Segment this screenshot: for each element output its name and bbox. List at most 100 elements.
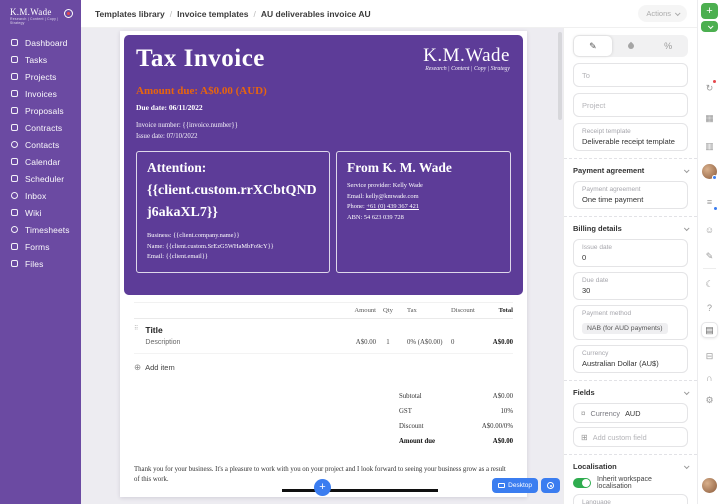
phone-link[interactable]: +61 (0) 439 367 421	[366, 203, 419, 210]
drag-handle-icon[interactable]: ⠿	[134, 326, 139, 332]
tab-edit[interactable]: ✎	[574, 36, 612, 56]
forms-icon	[11, 243, 18, 250]
sidebar-item-dashboard[interactable]: Dashboard	[0, 34, 81, 51]
currency-icon: ¤	[581, 408, 586, 418]
help-button[interactable]: ?	[701, 300, 718, 316]
create-options-button[interactable]	[701, 21, 718, 32]
tab-theme[interactable]	[612, 36, 650, 56]
support-button[interactable]: ∩	[701, 370, 718, 386]
section-payment-agreement[interactable]: Payment agreement	[573, 165, 690, 176]
tab-rates[interactable]: %	[649, 36, 687, 56]
app-logo-tagline: Research | Content | Copy | Strategy	[10, 17, 59, 25]
payment-method-field[interactable]: Payment method NAB (for AUD payments)	[573, 305, 688, 340]
col-discount: Discount	[451, 307, 475, 314]
calendar-rail-button[interactable]: ▦	[701, 110, 718, 126]
archive-button[interactable]: ⊟	[701, 348, 718, 364]
calendar-icon	[11, 158, 18, 165]
page-bottom-bar	[282, 489, 438, 492]
board-rail-button[interactable]: ▥	[701, 138, 718, 154]
custom-field-currency[interactable]: ¤ Currency AUD	[573, 403, 688, 423]
section-fields[interactable]: Fields	[573, 387, 690, 398]
sidebar-item-wiki[interactable]: Wiki	[0, 204, 81, 221]
monitor-icon	[498, 483, 506, 488]
sidebar-item-tasks[interactable]: Tasks	[0, 51, 81, 68]
attention-box[interactable]: Attention: {{client.custom.rrXCbtQNDj6ak…	[136, 151, 330, 273]
item-qty[interactable]: 1	[386, 339, 390, 346]
sidebar-item-proposals[interactable]: Proposals	[0, 102, 81, 119]
payment-agreement-select[interactable]: Payment agreement One time payment	[573, 181, 688, 209]
panel-tabs: ✎ %	[573, 35, 688, 57]
due-date-field[interactable]: Due date 30	[573, 272, 688, 300]
receipt-template-select[interactable]: Receipt template Deliverable receipt tem…	[573, 123, 688, 151]
breadcrumb: Templates library / Invoice templates / …	[95, 9, 371, 19]
desktop-preview-button[interactable]: Desktop	[492, 478, 538, 493]
item-tax[interactable]: 0% (A$0.00)	[407, 339, 443, 346]
section-billing-details[interactable]: Billing details	[573, 223, 690, 234]
invoice-brand-logo: K.M.Wade Research | Content | Copy | Str…	[423, 45, 510, 72]
sidebar-item-timesheets[interactable]: Timesheets	[0, 221, 81, 238]
inbox-icon	[11, 192, 18, 199]
proposals-icon	[11, 107, 18, 114]
invoice-number-line: Invoice number: {{invoice.number}}	[136, 122, 238, 129]
workspace-status-button[interactable]	[64, 9, 73, 18]
sidebar-item-inbox[interactable]: Inbox	[0, 187, 81, 204]
workspace-button[interactable]: ▤	[701, 322, 718, 338]
settings-button[interactable]: ⚙	[701, 392, 718, 408]
sidebar-item-calendar[interactable]: Calendar	[0, 153, 81, 170]
language-select[interactable]: Language English	[573, 494, 688, 504]
currency-select[interactable]: Currency Australian Dollar (AU$)	[573, 345, 688, 373]
invoice-title: Tax Invoice	[136, 45, 265, 72]
breadcrumb-invoice-templates[interactable]: Invoice templates	[177, 8, 249, 19]
col-qty: Qty	[383, 307, 393, 314]
item-total: A$0.00	[492, 339, 513, 346]
add-field-icon: ⊞	[581, 432, 588, 442]
edit-rail-button[interactable]: ✎	[701, 248, 718, 264]
item-amount[interactable]: A$0.00	[355, 339, 376, 346]
create-new-button[interactable]: +	[701, 3, 718, 19]
inherit-localisation-toggle[interactable]	[573, 478, 591, 488]
totals-block: Subtotal A$0.00 GST 10% Discount A$0.00/…	[134, 389, 513, 449]
thank-you-note[interactable]: Thank you for your business. It's a plea…	[134, 466, 506, 483]
user-avatar[interactable]	[702, 478, 717, 493]
filters-rail-button[interactable]: ≡	[701, 194, 718, 211]
preview-eye-button[interactable]	[541, 478, 560, 493]
line-item-row[interactable]: ⠿ Title Description A$0.00 1 0% (A$0.00)…	[134, 319, 513, 354]
filters-badge	[713, 206, 718, 211]
col-tax: Tax	[407, 307, 417, 314]
sidebar-item-contracts[interactable]: Contracts	[0, 119, 81, 136]
breadcrumb-templates-library[interactable]: Templates library	[95, 8, 165, 19]
invoice-header-block[interactable]: Tax Invoice K.M.Wade Research | Content …	[124, 35, 523, 295]
gst-row: GST 10%	[399, 408, 513, 415]
issue-date-field[interactable]: Issue date 0	[573, 239, 688, 267]
sidebar-item-files[interactable]: Files	[0, 255, 81, 272]
from-box[interactable]: From K. M. Wade Service provider: Kelly …	[336, 151, 511, 273]
contact-rail-button[interactable]: ☺	[701, 222, 718, 238]
item-description[interactable]: Description	[145, 339, 181, 346]
sliders-icon: ≡	[706, 197, 713, 207]
invoice-items-section: Amount Qty Tax Discount Total ⠿ Title De…	[124, 302, 523, 485]
briefcase-icon: ▤	[705, 324, 714, 335]
sidebar: K.M.Wade Research | Content | Copy | Str…	[0, 0, 81, 504]
item-title[interactable]: Title	[145, 325, 163, 335]
project-input[interactable]	[573, 93, 688, 117]
add-custom-field-button[interactable]: ⊞ Add custom field	[573, 427, 688, 447]
add-item-button[interactable]: ⊕ Add item	[134, 362, 175, 372]
invoices-icon	[11, 90, 18, 97]
updates-button[interactable]: ↻	[701, 79, 718, 96]
sidebar-item-contacts[interactable]: Contacts	[0, 136, 81, 153]
eye-icon	[547, 482, 554, 489]
dark-mode-button[interactable]: ☾	[701, 276, 718, 292]
add-block-button[interactable]: +	[314, 479, 331, 496]
sidebar-item-scheduler[interactable]: Scheduler	[0, 170, 81, 187]
section-localisation[interactable]: Localisation	[573, 461, 690, 472]
sidebar-item-forms[interactable]: Forms	[0, 238, 81, 255]
attention-business-line: Business: {{client.company.name}}	[147, 232, 240, 239]
sidebar-item-invoices[interactable]: Invoices	[0, 85, 81, 102]
actions-button[interactable]: Actions	[638, 5, 687, 22]
sidebar-item-projects[interactable]: Projects	[0, 68, 81, 85]
to-input[interactable]	[573, 63, 688, 87]
team-avatar[interactable]	[702, 164, 717, 180]
item-discount[interactable]: 0	[451, 339, 455, 346]
content-scrollbar[interactable]	[558, 32, 562, 120]
archive-icon: ⊟	[705, 350, 714, 361]
